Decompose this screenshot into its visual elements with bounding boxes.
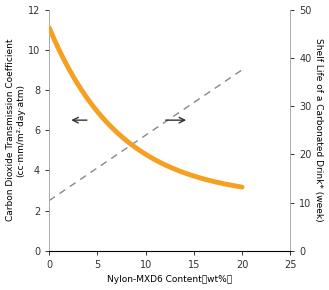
Y-axis label: Shelf Life of a Carbonated Drink* (week): Shelf Life of a Carbonated Drink* (week)	[315, 38, 323, 222]
Y-axis label: Carbon Dioxide Transmission Coefficient
(cc·mm/m²·day·atm): Carbon Dioxide Transmission Coefficient …	[6, 39, 25, 222]
X-axis label: Nylon-MXD6 Content（wt%）: Nylon-MXD6 Content（wt%）	[107, 276, 232, 284]
